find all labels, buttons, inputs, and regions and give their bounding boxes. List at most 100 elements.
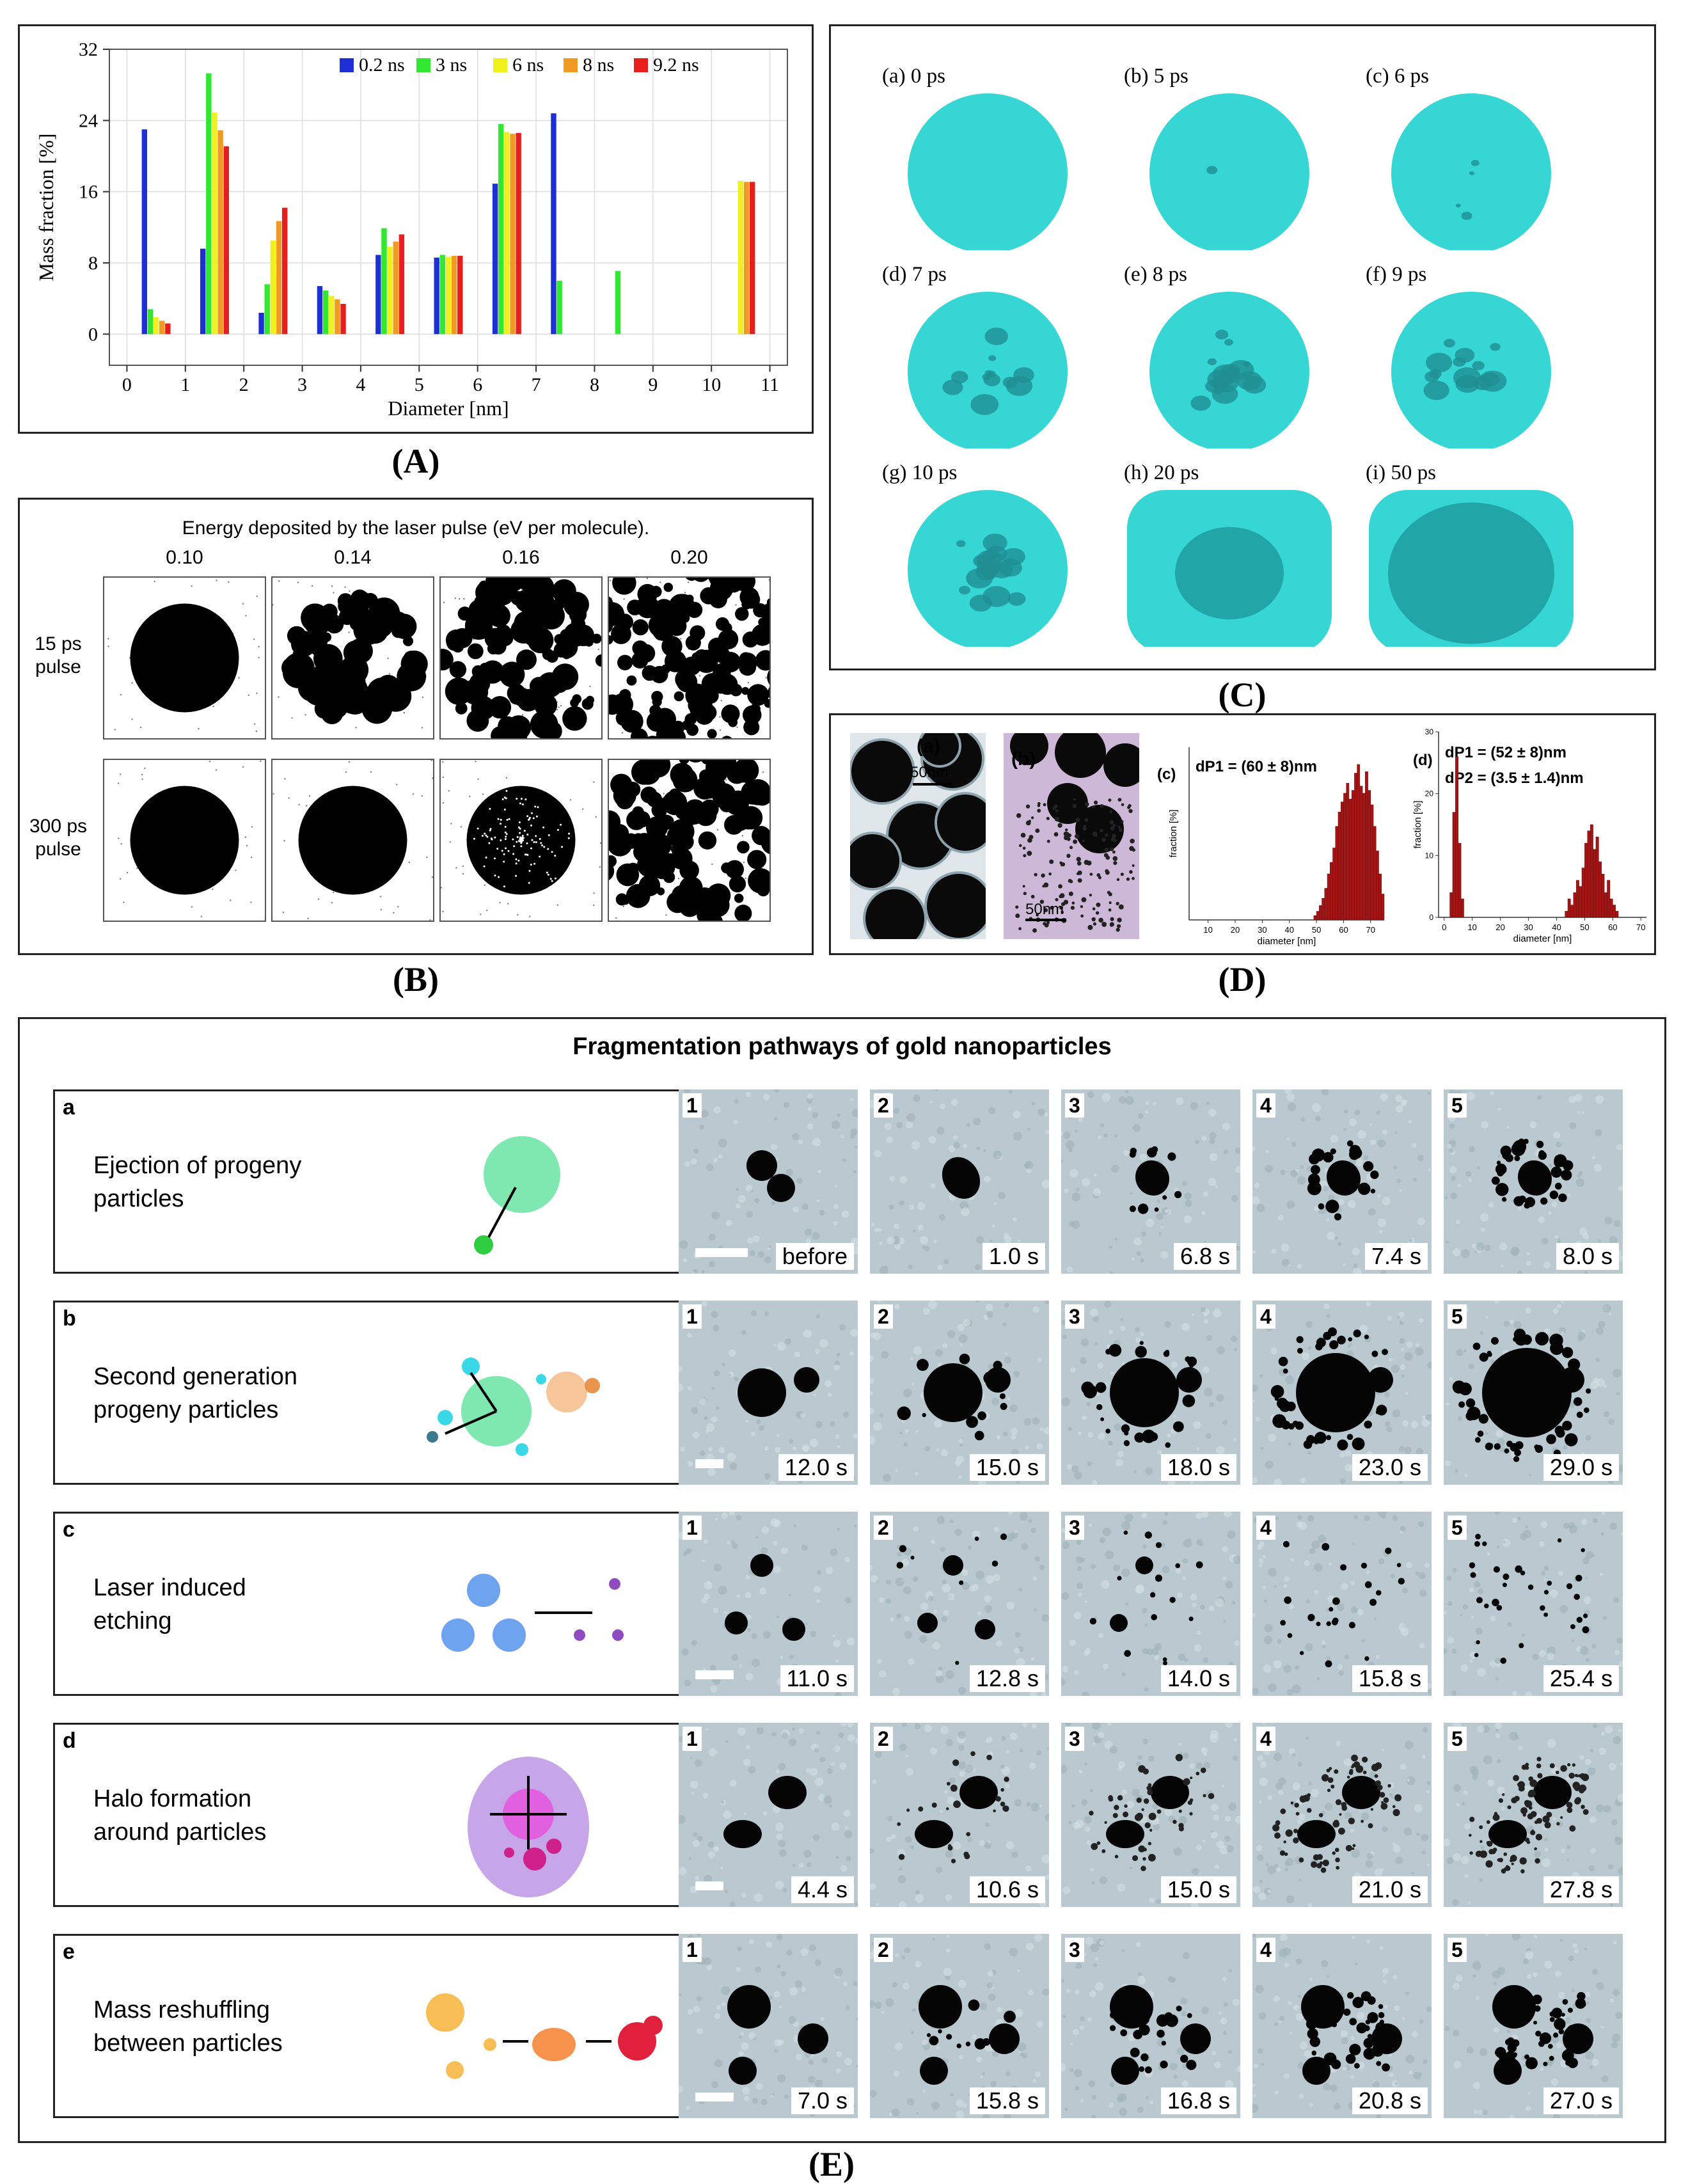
noise <box>691 1792 695 1795</box>
noise <box>679 1365 683 1373</box>
noise <box>792 1727 795 1730</box>
halo-fragment <box>1208 1792 1215 1800</box>
small-particle <box>1082 839 1085 843</box>
noise <box>1525 2105 1531 2112</box>
noise <box>1262 1585 1267 1590</box>
second-progeny <box>585 1378 600 1393</box>
void <box>507 850 510 852</box>
speck <box>720 700 723 702</box>
noise <box>707 1468 716 1476</box>
noise <box>1574 1949 1579 1954</box>
noise <box>725 1219 732 1226</box>
histogram-bar <box>1343 793 1346 921</box>
noise <box>693 1148 699 1154</box>
void <box>521 835 524 837</box>
noise <box>745 1420 748 1423</box>
noise <box>789 1738 797 1746</box>
noise <box>1585 1551 1593 1559</box>
small-particle <box>1113 839 1117 843</box>
noise <box>1595 1129 1602 1137</box>
cavity-bubble <box>956 540 966 548</box>
noise <box>741 1330 746 1336</box>
noise <box>1265 1460 1274 1469</box>
histogram-bar <box>1573 892 1577 918</box>
void <box>503 796 506 799</box>
noise <box>1579 1646 1589 1655</box>
noise <box>1279 2016 1285 2022</box>
noise <box>893 1108 899 1114</box>
progeny <box>1162 1195 1167 1200</box>
halo-fragment <box>1135 1812 1144 1820</box>
noise <box>1006 1601 1015 1610</box>
noise <box>746 1211 754 1218</box>
noise <box>1039 1564 1045 1571</box>
fragment <box>535 712 544 722</box>
pathway-letter: e <box>63 1940 75 1964</box>
void <box>500 819 502 821</box>
noise <box>1010 1434 1016 1440</box>
fragment <box>728 717 738 727</box>
frame-number: 4 <box>1256 1304 1275 1329</box>
void <box>484 832 486 835</box>
md-time-label: (i) 50 ps <box>1366 461 1436 484</box>
noise <box>959 1771 965 1777</box>
progeny <box>1501 1197 1507 1202</box>
halo-fragment <box>1536 1757 1542 1762</box>
noise <box>1494 1301 1499 1304</box>
noise <box>1157 1450 1163 1455</box>
progeny <box>1353 1329 1361 1338</box>
speck <box>154 580 155 583</box>
speck <box>235 869 237 871</box>
noise <box>987 1970 993 1977</box>
noise <box>979 2002 988 2010</box>
noise <box>1399 1189 1402 1192</box>
noise <box>1457 1416 1463 1421</box>
noise <box>1336 1603 1345 1611</box>
small-particle <box>1055 809 1059 812</box>
noise <box>1343 1128 1346 1132</box>
noise <box>1561 1301 1565 1304</box>
noise <box>1277 1846 1282 1851</box>
noise <box>836 2068 841 2073</box>
frame-timestamp: 16.8 s <box>1160 2087 1236 2114</box>
noise <box>1598 1747 1607 1755</box>
histogram-bar <box>1327 873 1330 921</box>
halo-fragment <box>1332 1851 1336 1855</box>
histogram-bar <box>1455 756 1458 918</box>
noise <box>1453 2030 1460 2037</box>
panel-d-frame: (a) 50nm (b) 50nm 10 20 30 40 50 60 70 diameter… <box>829 713 1656 955</box>
halo-fragment <box>1481 1853 1485 1857</box>
x-axis-label: diameter [nm] <box>1258 936 1316 947</box>
noise <box>1094 1341 1098 1345</box>
progeny <box>1491 1176 1500 1185</box>
progeny <box>1137 1203 1149 1214</box>
x-tick-label: 4 <box>356 374 365 395</box>
speck <box>462 865 464 867</box>
noise <box>1487 1779 1495 1787</box>
progeny <box>1494 1443 1501 1450</box>
speck <box>344 586 346 588</box>
noise <box>1384 1391 1390 1398</box>
noise <box>986 1304 993 1311</box>
md-time-label: (b) 5 ps <box>1124 65 1188 88</box>
halo-fragment <box>946 1782 951 1786</box>
fragment <box>747 850 767 869</box>
noise <box>1041 1614 1049 1622</box>
cavity-bubble <box>1007 592 1026 606</box>
fragment <box>1187 2013 1192 2018</box>
histogram-bar <box>1607 880 1611 918</box>
fragment <box>542 648 554 660</box>
noise <box>711 1416 718 1423</box>
speck <box>484 884 485 886</box>
noise <box>1225 1581 1233 1589</box>
noise <box>713 1608 719 1613</box>
etched-fragment <box>1348 1622 1355 1629</box>
noise <box>1619 1762 1623 1766</box>
noise <box>699 1398 707 1405</box>
halo-fragment <box>1510 1855 1517 1862</box>
halo-fragment <box>1537 1773 1543 1778</box>
halo-fragment <box>1274 1832 1281 1839</box>
noise <box>1084 1816 1092 1824</box>
x-tick-label: 7 <box>532 374 541 395</box>
y-tick-label: 16 <box>79 182 98 203</box>
